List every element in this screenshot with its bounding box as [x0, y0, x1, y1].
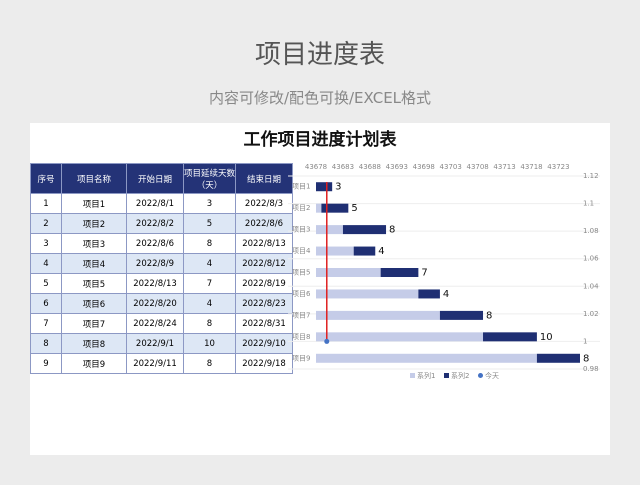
data-label: 8: [389, 225, 395, 236]
y2-tick-label: 1.1: [583, 200, 594, 208]
y-tick-label: 项目9: [292, 354, 310, 362]
bar: [316, 246, 354, 256]
page-title: 项目进度表: [254, 40, 385, 70]
table-cell: 10: [183, 333, 236, 354]
table-row: 9 项目9 2022/9/11 8 2022/9/18: [30, 353, 293, 374]
y2-tick-label: 1.12: [583, 172, 599, 180]
bar: [536, 353, 580, 363]
table-cell: 项目8: [61, 333, 127, 354]
legend-swatch: [478, 373, 483, 378]
bar: [418, 289, 440, 299]
bar: [316, 353, 537, 363]
today-point: [324, 338, 330, 344]
table-row: 3 项目3 2022/8/6 8 2022/8/13: [30, 233, 293, 254]
data-label: 5: [351, 203, 357, 214]
table-cell: 2022/8/19: [235, 273, 293, 294]
x-tick-label: 43688: [359, 163, 381, 171]
table-cell: 2022/9/10: [235, 333, 293, 354]
bar: [316, 268, 381, 277]
x-tick-label: 43713: [493, 163, 515, 171]
x-tick-label: 43708: [466, 163, 488, 171]
legend-label: 系列1: [417, 371, 435, 380]
data-label: 4: [378, 246, 384, 257]
y2-tick-label: 1: [583, 337, 587, 345]
y-tick-label: 项目8: [292, 333, 310, 341]
y2-tick-label: 1.06: [583, 255, 599, 263]
y-tick-label: 项目5: [292, 269, 310, 277]
panel-title: 工作项目进度计划表: [243, 130, 397, 150]
table-cell: 项目6: [61, 293, 127, 314]
data-label: 10: [540, 332, 553, 343]
table-cell: 2022/8/6: [235, 213, 293, 234]
table-cell: 2022/9/18: [235, 353, 293, 374]
bar: [316, 203, 322, 213]
bar: [316, 225, 343, 235]
table: 序号 项目名称 开始日期 项目延续天数（天） 结束日期 1 项目1 2022/8/1 3 2022…: [30, 163, 293, 374]
bar: [342, 225, 387, 235]
table-cell: 项目9: [61, 353, 127, 374]
bar: [316, 332, 484, 342]
legend-swatch: [410, 373, 415, 378]
bar: [439, 310, 484, 320]
y2-tick-label: 1.04: [583, 282, 599, 290]
table-cell: 2022/8/9: [126, 253, 184, 274]
x-tick-label: 43703: [440, 163, 462, 171]
column-header: 开始日期: [126, 163, 184, 194]
table-cell: 项目4: [61, 253, 127, 274]
data-label: 8: [486, 310, 492, 321]
bar: [380, 268, 419, 277]
y-tick-label: 项目1: [292, 183, 310, 191]
y-tick-label: 项目2: [292, 204, 310, 212]
y2-tick-label: 0.98: [583, 365, 599, 373]
bar: [316, 310, 440, 320]
table-row: 6 项目6 2022/8/20 4 2022/8/23: [30, 293, 293, 314]
table-row: 8 项目8 2022/9/1 10 2022/9/10: [30, 333, 293, 354]
legend-swatch: [444, 373, 449, 378]
bar: [321, 203, 349, 213]
table-row: 2 项目2 2022/8/2 5 2022/8/6: [30, 213, 293, 234]
x-tick-label: 43718: [520, 163, 542, 171]
table-row: 4 项目4 2022/8/9 4 2022/8/12: [30, 253, 293, 274]
table-row: 7 项目7 2022/8/24 8 2022/8/31: [30, 313, 293, 334]
x-tick-label: 43723: [547, 163, 569, 171]
table-cell: 2: [30, 213, 62, 234]
bar: [483, 332, 537, 342]
x-tick-label: 43693: [386, 163, 408, 171]
y-tick-label: 项目4: [292, 247, 311, 255]
panel: 工作项目进度计划表 序号 项目名称 开始日期 项目延续天数（天） 结束日期 1 项目1 202…: [30, 123, 610, 455]
page-subtitle: 内容可修改/配色可换/EXCEL格式: [208, 89, 432, 107]
table-cell: 2022/8/20: [126, 293, 184, 314]
column-header: 结束日期: [235, 163, 293, 194]
column-header: 项目延续天数（天）: [183, 163, 236, 194]
table-cell: 5: [183, 213, 236, 234]
x-tick-label: 43698: [413, 163, 435, 171]
table-cell: 2022/8/12: [235, 253, 293, 274]
bar: [316, 182, 333, 192]
bar: [316, 289, 419, 299]
column-header: 项目名称: [61, 163, 127, 194]
legend-label: 系列2: [451, 371, 469, 380]
table-cell: 2022/8/23: [235, 293, 293, 314]
data-label: 7: [421, 268, 427, 279]
data-label: 8: [583, 353, 589, 364]
data-label: 3: [335, 182, 341, 193]
y2-tick-label: 1.02: [583, 310, 599, 318]
x-tick-label: 43683: [332, 163, 354, 171]
data-label: 4: [443, 289, 449, 300]
bar: [353, 246, 376, 256]
table-cell: 6: [30, 293, 62, 314]
y-tick-label: 项目6: [292, 290, 311, 298]
y-tick-label: 项目3: [292, 226, 310, 234]
y2-tick-label: 1.08: [583, 227, 599, 235]
x-tick-label: 43678: [305, 163, 327, 171]
y-tick-label: 项目7: [292, 311, 310, 319]
legend-label: 今天: [485, 371, 499, 380]
table-row: 1 项目1 2022/8/1 3 2022/8/3: [30, 193, 293, 214]
